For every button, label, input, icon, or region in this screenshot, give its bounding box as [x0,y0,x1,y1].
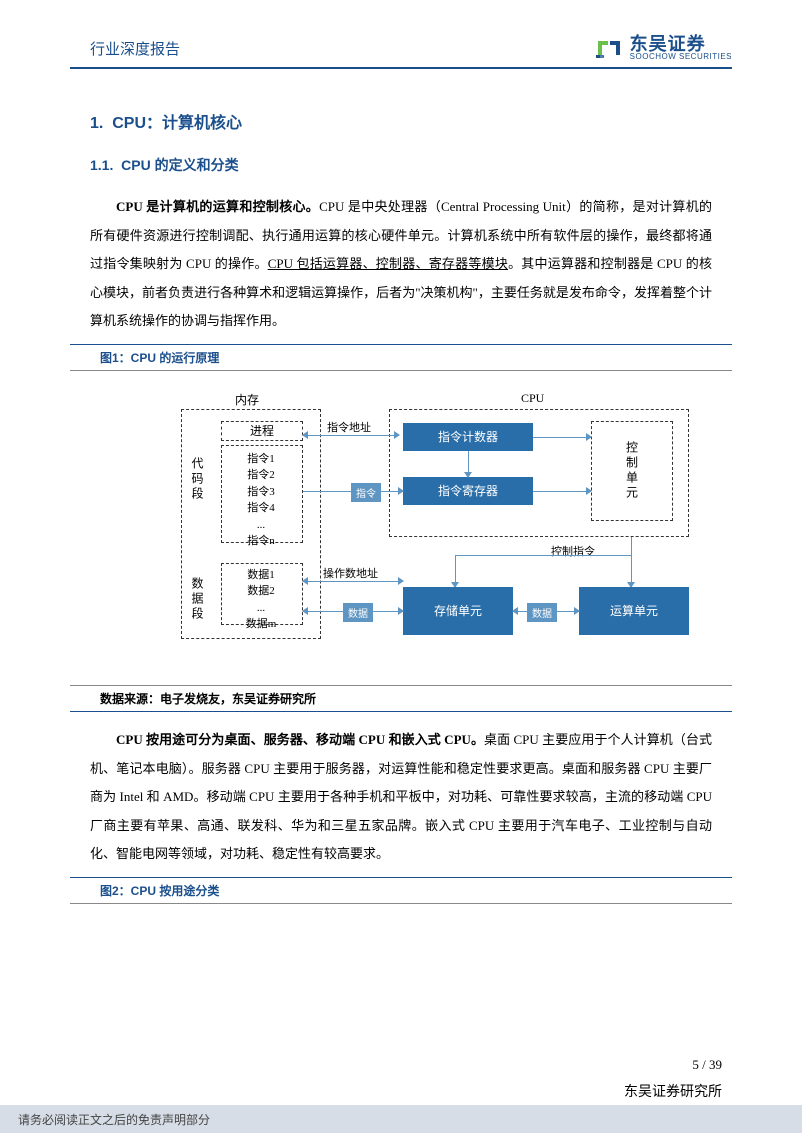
heading-1: 1. CPU：计算机核心 [70,109,732,133]
footer-institute: 东吴证券研究所 [624,1081,722,1101]
logo-text-en: SOOCHOW SECURITIES [630,53,732,61]
storage-box: 存储单元 [403,587,513,635]
figure1-source: 数据来源：电子发烧友，东吴证券研究所 [70,685,732,712]
page-header: 行业深度报告 SCS 东吴证券 SOOCHOW SECURITIES [70,35,732,69]
heading-1-1: 1.1. CPU 的定义和分类 [70,155,732,175]
page-number: 5 / 39 [692,1057,722,1073]
svg-text:SCS: SCS [600,55,606,59]
figure2-caption: 图2：CPU 按用途分类 [70,877,732,904]
paragraph-2: CPU 按用途可分为桌面、服务器、移动端 CPU 和嵌入式 CPU。桌面 CPU… [70,726,732,869]
report-type: 行业深度报告 [70,38,180,59]
ir-box: 指令寄存器 [403,477,533,505]
logo-icon: SCS [594,37,624,59]
paragraph-1: CPU 是计算机的运算和控制核心。CPU 是中央处理器（Central Proc… [70,193,732,336]
footer-disclaimer-bar: 请务必阅读正文之后的免责声明部分 [0,1105,802,1133]
page-footer: 5 / 39 东吴证券研究所 请务必阅读正文之后的免责声明部分 [0,1105,802,1133]
figure1-diagram: 内存 代码段 数据段 进程 指令1 指令2 指令3 指令4 ... 指令n 数据… [70,373,732,685]
logo-text-cn: 东吴证券 [630,35,732,53]
figure1-caption: 图1：CPU 的运行原理 [70,344,732,371]
pc-box: 指令计数器 [403,423,533,451]
alu-box: 运算单元 [579,587,689,635]
logo: SCS 东吴证券 SOOCHOW SECURITIES [594,35,732,61]
